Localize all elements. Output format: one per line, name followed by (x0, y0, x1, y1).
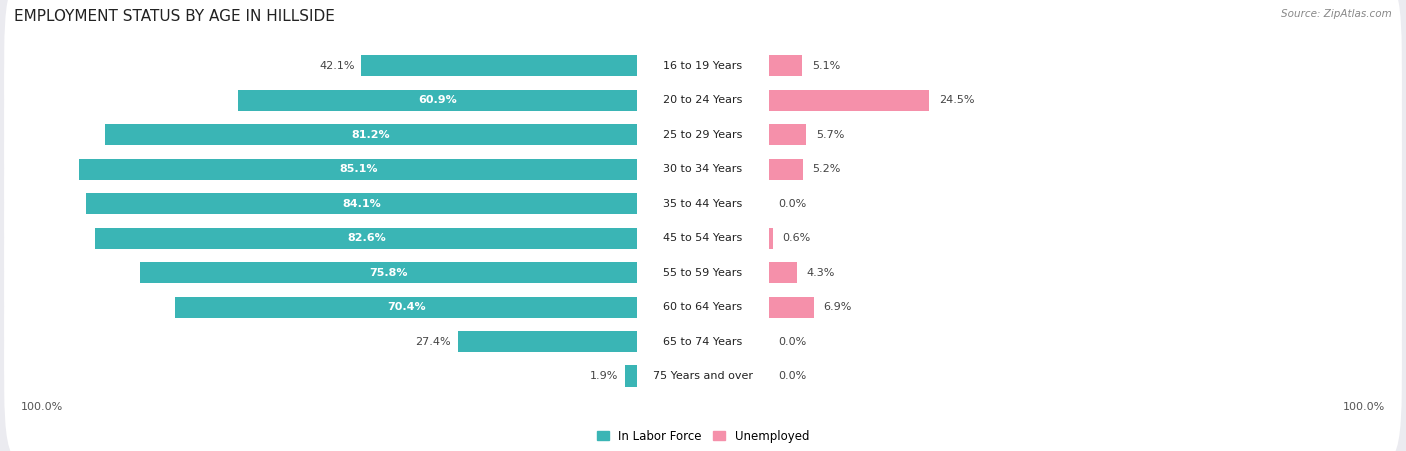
Bar (624, 365, 637, 387)
FancyBboxPatch shape (4, 295, 1402, 451)
Text: 84.1%: 84.1% (342, 199, 381, 209)
Bar (769, 124, 806, 146)
Bar (769, 296, 814, 318)
Text: 70.4%: 70.4% (387, 302, 426, 312)
FancyBboxPatch shape (4, 156, 1402, 320)
Text: 81.2%: 81.2% (352, 130, 391, 140)
Text: 60 to 64 Years: 60 to 64 Years (664, 302, 742, 312)
Bar (79, 159, 637, 180)
Text: 65 to 74 Years: 65 to 74 Years (664, 337, 742, 347)
Text: Source: ZipAtlas.com: Source: ZipAtlas.com (1281, 9, 1392, 19)
Text: 60.9%: 60.9% (418, 95, 457, 105)
FancyBboxPatch shape (4, 87, 1402, 251)
Bar (96, 228, 637, 249)
FancyBboxPatch shape (4, 18, 1402, 182)
FancyBboxPatch shape (4, 226, 1402, 389)
Text: 35 to 44 Years: 35 to 44 Years (664, 199, 742, 209)
FancyBboxPatch shape (4, 260, 1402, 423)
Text: 0.0%: 0.0% (779, 199, 807, 209)
Bar (86, 193, 637, 214)
Text: 0.0%: 0.0% (779, 337, 807, 347)
Text: 5.7%: 5.7% (815, 130, 844, 140)
Text: 5.2%: 5.2% (813, 164, 841, 174)
Bar (769, 159, 803, 180)
Bar (238, 90, 637, 111)
Text: 75.8%: 75.8% (370, 268, 408, 278)
Text: 4.3%: 4.3% (807, 268, 835, 278)
Text: 75 Years and over: 75 Years and over (652, 371, 754, 381)
Text: 100.0%: 100.0% (21, 402, 63, 412)
Text: 24.5%: 24.5% (939, 95, 974, 105)
FancyBboxPatch shape (4, 0, 1402, 147)
Bar (141, 262, 637, 283)
Text: 42.1%: 42.1% (319, 61, 354, 71)
Text: 55 to 59 Years: 55 to 59 Years (664, 268, 742, 278)
Text: 1.9%: 1.9% (591, 371, 619, 381)
Text: 16 to 19 Years: 16 to 19 Years (664, 61, 742, 71)
Bar (769, 90, 929, 111)
Text: 30 to 34 Years: 30 to 34 Years (664, 164, 742, 174)
FancyBboxPatch shape (4, 53, 1402, 216)
Text: 0.6%: 0.6% (782, 233, 811, 243)
Text: EMPLOYMENT STATUS BY AGE IN HILLSIDE: EMPLOYMENT STATUS BY AGE IN HILLSIDE (14, 9, 335, 24)
Bar (769, 262, 797, 283)
Text: 5.1%: 5.1% (811, 61, 841, 71)
Text: 20 to 24 Years: 20 to 24 Years (664, 95, 742, 105)
Bar (176, 296, 637, 318)
FancyBboxPatch shape (4, 191, 1402, 354)
Text: 6.9%: 6.9% (824, 302, 852, 312)
Bar (104, 124, 637, 146)
Legend: In Labor Force, Unemployed: In Labor Force, Unemployed (592, 425, 814, 447)
Text: 27.4%: 27.4% (415, 337, 451, 347)
FancyBboxPatch shape (4, 122, 1402, 285)
Bar (457, 331, 637, 352)
Text: 85.1%: 85.1% (339, 164, 377, 174)
Text: 0.0%: 0.0% (779, 371, 807, 381)
Text: 25 to 29 Years: 25 to 29 Years (664, 130, 742, 140)
Bar (361, 55, 637, 77)
Bar (769, 228, 772, 249)
Text: 100.0%: 100.0% (1343, 402, 1385, 412)
Text: 45 to 54 Years: 45 to 54 Years (664, 233, 742, 243)
Bar (769, 55, 801, 77)
Text: 82.6%: 82.6% (347, 233, 385, 243)
